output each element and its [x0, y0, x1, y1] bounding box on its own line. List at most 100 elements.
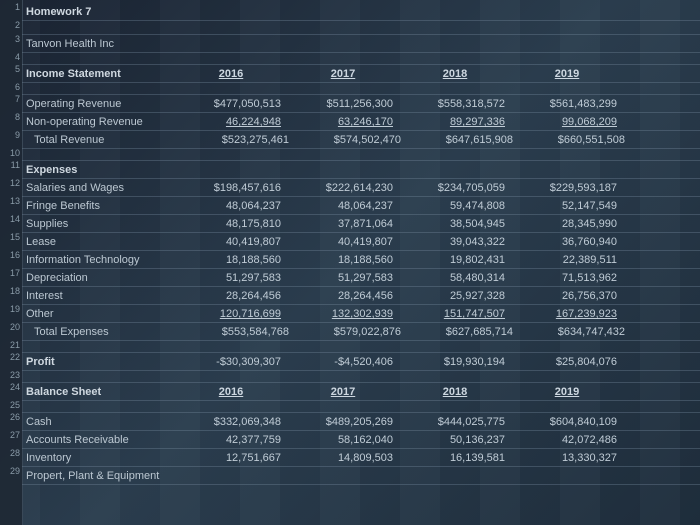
- row-number: 25: [0, 401, 22, 410]
- cell-value: 13,330,327: [517, 452, 629, 464]
- cell-value: 18,188,560: [181, 254, 293, 266]
- cell-value: -$30,309,307: [181, 356, 293, 368]
- cell-value: 50,136,237: [405, 434, 517, 446]
- row-label: Propert, Plant & Equipment: [22, 470, 181, 482]
- cell-value: $579,022,876: [301, 326, 413, 338]
- cell-value: 58,480,314: [405, 272, 517, 284]
- cell-value: 28,264,456: [181, 290, 293, 302]
- cell-value: 63,246,170: [293, 116, 405, 128]
- row-number: 14: [0, 215, 22, 224]
- row-number: 8: [0, 113, 22, 122]
- cell-value: 25,927,328: [405, 290, 517, 302]
- row-label: Total Revenue: [22, 134, 189, 146]
- cell-value: 42,377,759: [181, 434, 293, 446]
- cell-value: 151,747,507: [405, 308, 517, 320]
- cell-value: 2018: [405, 386, 517, 398]
- row-number: 3: [0, 35, 22, 44]
- row-label: Information Technology: [22, 254, 181, 266]
- cell-value: $574,502,470: [301, 134, 413, 146]
- row-number: 7: [0, 95, 22, 104]
- cell-value: 2017: [293, 68, 405, 80]
- cell-value: $634,747,432: [525, 326, 637, 338]
- row-label: Total Expenses: [22, 326, 189, 338]
- row-label: Operating Revenue: [22, 98, 181, 110]
- row-number: 19: [0, 305, 22, 314]
- row-label: Cash: [22, 416, 181, 428]
- cell-value: $19,930,194: [405, 356, 517, 368]
- row-number: 26: [0, 413, 22, 422]
- row-number: 10: [0, 149, 22, 158]
- row-number: 11: [0, 161, 22, 170]
- row-label: Homework 7: [22, 6, 181, 18]
- cell-value: 51,297,583: [293, 272, 405, 284]
- cell-value: $489,205,269: [293, 416, 405, 428]
- row-label: Profit: [22, 356, 181, 368]
- cell-value: 89,297,336: [405, 116, 517, 128]
- row-number: 21: [0, 341, 22, 350]
- row-number: 18: [0, 287, 22, 296]
- cell-value: $222,614,230: [293, 182, 405, 194]
- cell-value: 2016: [181, 68, 293, 80]
- cell-value: $553,584,768: [189, 326, 301, 338]
- row-number: 17: [0, 269, 22, 278]
- row-number: 6: [0, 83, 22, 92]
- row-number: 22: [0, 353, 22, 362]
- cell-value: 42,072,486: [517, 434, 629, 446]
- cell-value: 39,043,322: [405, 236, 517, 248]
- cell-value: 99,068,209: [517, 116, 629, 128]
- cell-value: 40,419,807: [293, 236, 405, 248]
- cell-value: $604,840,109: [517, 416, 629, 428]
- row-label: Tanvon Health Inc: [22, 38, 181, 50]
- cell-value: $444,025,775: [405, 416, 517, 428]
- cell-value: 28,345,990: [517, 218, 629, 230]
- cell-value: $477,050,513: [181, 98, 293, 110]
- row-number: 1: [0, 3, 22, 12]
- row-label: Interest: [22, 290, 181, 302]
- row-number: 13: [0, 197, 22, 206]
- cell-value: 120,716,699: [181, 308, 293, 320]
- row-label: Lease: [22, 236, 181, 248]
- cell-value: 40,419,807: [181, 236, 293, 248]
- row-label: Inventory: [22, 452, 181, 464]
- cell-value: $198,457,616: [181, 182, 293, 194]
- cell-value: 59,474,808: [405, 200, 517, 212]
- cell-value: 22,389,511: [517, 254, 629, 266]
- cell-value: 51,297,583: [181, 272, 293, 284]
- cell-value: 12,751,667: [181, 452, 293, 464]
- cell-value: 48,175,810: [181, 218, 293, 230]
- cell-value: 2018: [405, 68, 517, 80]
- cell-value: -$4,520,406: [293, 356, 405, 368]
- cell-value: 18,188,560: [293, 254, 405, 266]
- cell-value: $558,318,572: [405, 98, 517, 110]
- cell-value: $332,069,348: [181, 416, 293, 428]
- cell-value: 2019: [517, 386, 629, 398]
- row-number: 23: [0, 371, 22, 380]
- cell-value: 19,802,431: [405, 254, 517, 266]
- row-label: Accounts Receivable: [22, 434, 181, 446]
- cell-value: $511,256,300: [293, 98, 405, 110]
- row-label: Other: [22, 308, 181, 320]
- cell-value: $561,483,299: [517, 98, 629, 110]
- cell-value: 48,064,237: [181, 200, 293, 212]
- row-number: 28: [0, 449, 22, 458]
- cell-value: 37,871,064: [293, 218, 405, 230]
- row-number: 12: [0, 179, 22, 188]
- row-label: Expenses: [22, 164, 181, 176]
- cell-value: 167,239,923: [517, 308, 629, 320]
- cell-value: $627,685,714: [413, 326, 525, 338]
- cell-value: 2017: [293, 386, 405, 398]
- cell-value: 58,162,040: [293, 434, 405, 446]
- cell-value: $229,593,187: [517, 182, 629, 194]
- row-label: Non-operating Revenue: [22, 116, 181, 128]
- row-label: Fringe Benefits: [22, 200, 181, 212]
- spreadsheet: 1234567891011121314151617181920212223242…: [0, 0, 700, 525]
- data-row: Propert, Plant & Equipment: [22, 464, 700, 485]
- cell-value: 2016: [181, 386, 293, 398]
- row-label: Supplies: [22, 218, 181, 230]
- cell-value: 36,760,940: [517, 236, 629, 248]
- cell-value: 132,302,939: [293, 308, 405, 320]
- row-number: 4: [0, 53, 22, 62]
- row-number: 5: [0, 65, 22, 74]
- row-number: 9: [0, 131, 22, 140]
- cell-value: 14,809,503: [293, 452, 405, 464]
